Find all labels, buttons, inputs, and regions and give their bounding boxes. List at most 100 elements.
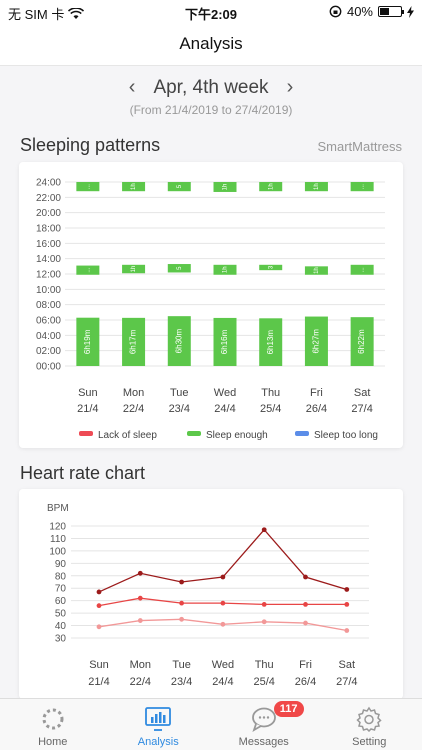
sleep-bar — [213, 264, 237, 275]
data-point — [96, 603, 102, 609]
x-tick-date: 26/4 — [295, 676, 316, 688]
tab-setting-label: Setting — [352, 736, 387, 748]
sleep-bar — [167, 182, 191, 192]
y-tick-label: 40 — [55, 621, 67, 632]
x-tick-date: 23/4 — [169, 403, 190, 415]
data-point — [220, 600, 226, 606]
legend-label: Sleep enough — [206, 430, 268, 441]
y-tick-label: 14:00 — [36, 254, 61, 265]
sleep-bar — [350, 264, 374, 275]
data-point — [303, 574, 308, 580]
sleep-chart: 00:00 02:00 04:00 06:00 08:00 10:00 12:00 14:00… — [36, 178, 385, 441]
data-point — [303, 602, 308, 607]
x-tick-label: Sun — [78, 387, 98, 399]
sleep-bar — [76, 317, 100, 366]
sleep-bar — [213, 317, 237, 366]
y-tick-label: 18:00 — [36, 224, 61, 235]
x-tick-date: 27/4 — [336, 676, 357, 688]
x-tick-date: 22/4 — [130, 676, 151, 688]
sleep-bar-label: ... — [85, 267, 91, 272]
sleep-bar — [213, 182, 237, 192]
carrier-label: 无 SIM 卡 — [8, 7, 65, 22]
sleep-bar-label: 1h — [131, 183, 137, 190]
tab-analysis-label: Analysis — [137, 736, 179, 748]
legend-label: Lack of sleep — [98, 430, 157, 441]
sleep-bar — [122, 264, 146, 274]
x-tick-date: 27/4 — [351, 403, 372, 415]
y-tick-label: 120 — [49, 522, 66, 533]
x-tick-date: 25/4 — [253, 676, 274, 688]
x-tick-label: Fri — [310, 387, 323, 399]
data-point — [137, 570, 143, 576]
battery-percent: 40% — [346, 4, 373, 19]
sleep-bar-label: 6h27m — [312, 329, 321, 354]
sleep-bar — [259, 318, 283, 366]
x-tick-label: Tue — [172, 659, 191, 671]
tab-messages-label: Messages — [238, 736, 289, 748]
y-axis-label: BPM — [47, 503, 69, 514]
sleep-bar-label: 5 — [177, 266, 183, 270]
tab-home[interactable]: Home — [0, 699, 106, 750]
week-selector: ‹ Apr, 4th week › (From 21/4/2019 to 27/… — [0, 76, 422, 117]
y-tick-label: 00:00 — [36, 362, 61, 373]
data-point — [220, 621, 226, 627]
sleep-bar-label: ... — [360, 267, 366, 272]
sleep-bar-label: 1h — [223, 184, 229, 191]
sleep-bar-label: 5 — [177, 184, 183, 188]
data-point — [344, 602, 350, 607]
y-tick-label: 70 — [55, 584, 67, 595]
tab-home-label: Home — [38, 736, 68, 748]
analysis-icon — [145, 707, 172, 731]
nav-bar: Analysis — [0, 22, 422, 66]
sleep-bar — [304, 182, 328, 192]
x-tick-date: 25/4 — [260, 403, 281, 415]
wifi-icon — [68, 7, 85, 19]
y-tick-label: 06:00 — [36, 316, 61, 327]
data-point — [96, 624, 102, 630]
y-tick-label: 12:00 — [36, 270, 61, 281]
x-tick-date: 22/4 — [123, 403, 144, 415]
y-tick-label: 22:00 — [36, 193, 61, 204]
message-bubble-icon — [251, 707, 276, 732]
prev-week-button[interactable]: ‹ — [128, 76, 136, 98]
y-tick-label: 02:00 — [36, 346, 61, 357]
orientation-lock-icon — [329, 5, 342, 18]
data-point — [344, 587, 350, 592]
x-tick-date: 21/4 — [77, 403, 98, 415]
sleep-bar-label: 6h13m — [266, 330, 275, 355]
tab-bar: Home Analysis Messages 117 Setting — [0, 698, 422, 750]
messages-badge: 117 — [273, 701, 304, 717]
tab-messages[interactable]: Messages 117 — [211, 699, 317, 750]
next-week-button[interactable]: › — [286, 76, 294, 98]
sleep-source-label: SmartMattress — [317, 139, 402, 154]
sleep-bar-label: 1h — [314, 183, 320, 190]
status-bar: 无 SIM 卡 下午2:09 40% — [0, 0, 422, 22]
sleep-bar — [167, 264, 191, 273]
x-tick-label: Mon — [123, 387, 144, 399]
sleep-bar-label: 6h30m — [174, 329, 183, 354]
status-right: 40% — [329, 4, 414, 19]
sleep-bar-label: ... — [85, 184, 91, 189]
legend-swatch — [79, 431, 93, 436]
y-tick-label: 04:00 — [36, 331, 61, 342]
sleep-bar-label: 6h19m — [83, 329, 92, 354]
tab-setting[interactable]: Setting — [317, 699, 422, 750]
data-point — [303, 620, 308, 626]
sleep-card: 00:00 02:00 04:00 06:00 08:00 10:00 12:00 14:00… — [19, 162, 403, 448]
x-tick-label: Thu — [261, 387, 280, 399]
data-point — [220, 574, 226, 580]
data-point — [179, 600, 185, 606]
data-point — [261, 602, 267, 607]
tab-analysis[interactable]: Analysis — [106, 699, 212, 750]
sleep-bar — [350, 182, 374, 192]
y-tick-label: 24:00 — [36, 178, 61, 189]
data-point — [261, 527, 267, 533]
sleep-bar-label: 6h22m — [357, 329, 366, 354]
sleep-bar — [304, 266, 328, 275]
legend-swatch — [187, 431, 201, 436]
charging-icon — [407, 5, 414, 18]
heart-section-title: Heart rate chart — [20, 463, 146, 483]
sleep-bar — [350, 317, 374, 366]
data-point — [179, 616, 185, 622]
